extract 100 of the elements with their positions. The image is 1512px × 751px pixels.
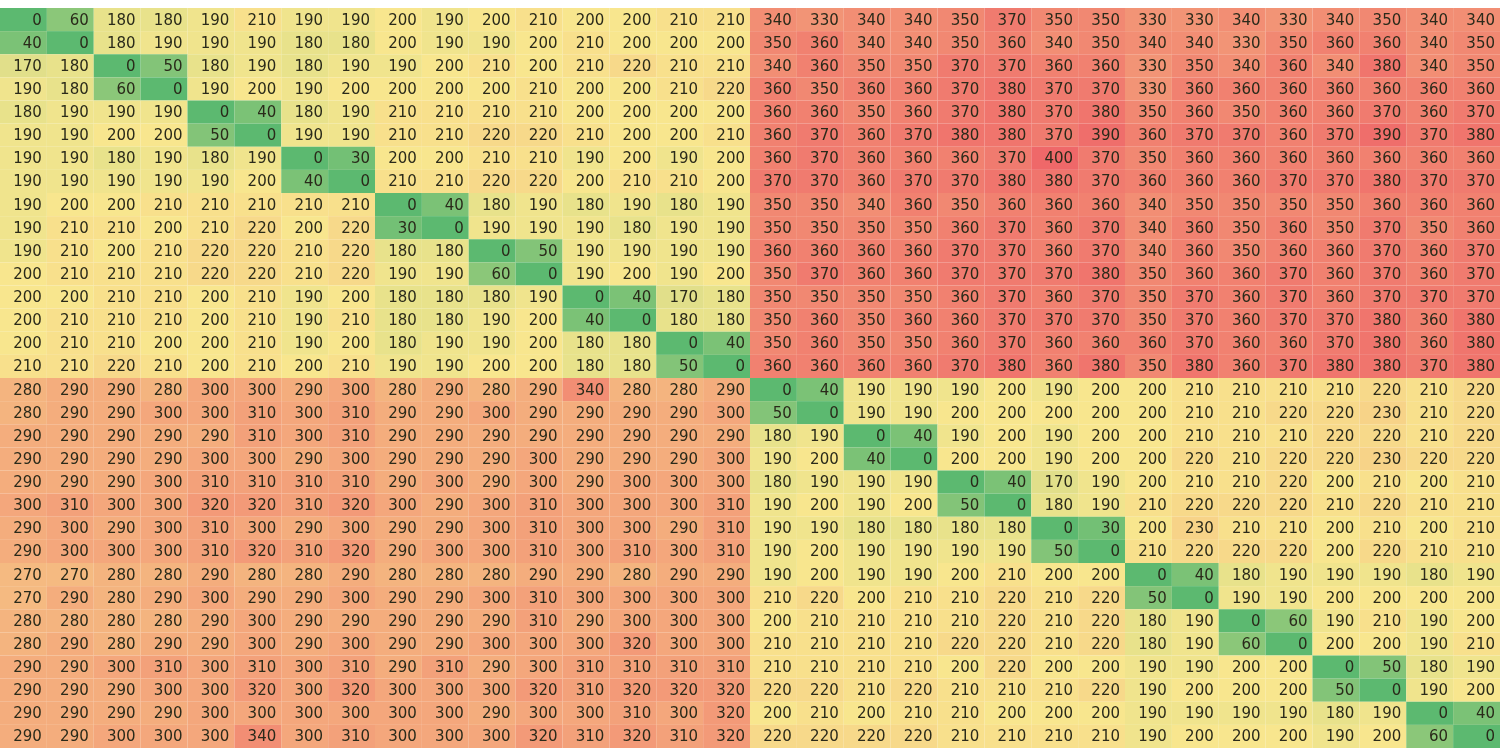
data-label: 190 — [1466, 565, 1495, 584]
data-label: 310 — [528, 588, 558, 607]
data-label: 360 — [903, 149, 933, 168]
data-label: 280 — [106, 634, 136, 653]
data-label: 310 — [716, 496, 745, 515]
data-label: 190 — [294, 10, 324, 29]
data-label: 290 — [60, 704, 89, 723]
data-label: 210 — [247, 357, 277, 376]
data-label: 200 — [1372, 634, 1402, 653]
data-label: 280 — [13, 380, 42, 399]
data-label: 200 — [575, 10, 605, 29]
data-label: 360 — [1466, 218, 1495, 237]
data-label: 360 — [1138, 126, 1167, 145]
data-label: 370 — [997, 218, 1027, 237]
data-label: 300 — [528, 634, 558, 653]
data-label: 290 — [13, 519, 42, 538]
data-label: 210 — [1185, 403, 1214, 422]
data-label: 50 — [679, 357, 699, 376]
data-label: 60 — [1288, 611, 1308, 630]
data-label: 300 — [200, 403, 230, 422]
data-label: 360 — [810, 334, 839, 353]
data-label: 360 — [903, 357, 933, 376]
data-label: 180 — [388, 334, 417, 353]
data-label: 210 — [388, 103, 417, 122]
data-label: 200 — [810, 449, 839, 468]
data-label: 290 — [622, 449, 652, 468]
data-label: 310 — [716, 519, 745, 538]
data-label: 320 — [341, 681, 370, 700]
data-label: 200 — [1231, 658, 1261, 677]
data-label: 200 — [1325, 473, 1355, 492]
data-label: 340 — [575, 380, 605, 399]
data-label: 200 — [622, 264, 652, 283]
data-label: 290 — [13, 449, 42, 468]
data-label: 300 — [669, 704, 699, 723]
data-label: 190 — [1138, 704, 1167, 723]
data-label: 210 — [341, 357, 370, 376]
data-label: 190 — [575, 218, 605, 237]
data-label: 310 — [575, 681, 605, 700]
data-label: 200 — [13, 264, 42, 283]
data-label: 200 — [1091, 449, 1120, 468]
data-label: 300 — [200, 658, 230, 677]
data-label: 330 — [1278, 10, 1308, 29]
data-label: 220 — [341, 218, 370, 237]
data-label: 200 — [153, 218, 183, 237]
data-label: 370 — [1466, 172, 1495, 191]
data-label: 220 — [1419, 449, 1449, 468]
data-label: 370 — [1372, 241, 1402, 260]
data-label: 320 — [247, 681, 277, 700]
data-label: 370 — [1419, 172, 1449, 191]
data-label: 290 — [13, 473, 42, 492]
data-label: 300 — [200, 449, 230, 468]
data-label: 190 — [856, 496, 886, 515]
data-label: 290 — [388, 426, 417, 445]
data-label: 200 — [997, 380, 1027, 399]
data-label: 200 — [1091, 704, 1120, 723]
data-label: 210 — [1231, 449, 1261, 468]
data-label: 380 — [950, 126, 980, 145]
data-label: 360 — [1372, 195, 1402, 214]
data-label: 290 — [575, 403, 605, 422]
data-label: 360 — [1372, 33, 1402, 52]
data-label: 210 — [810, 704, 839, 723]
data-label: 220 — [481, 172, 511, 191]
data-label: 200 — [106, 126, 136, 145]
data-label: 230 — [1372, 403, 1402, 422]
data-label: 180 — [294, 33, 324, 52]
data-label: 300 — [247, 634, 277, 653]
data-label: 0 — [735, 357, 745, 376]
data-label: 290 — [435, 611, 464, 630]
data-label: 220 — [997, 611, 1027, 630]
data-label: 180 — [341, 33, 370, 52]
data-label: 200 — [153, 126, 183, 145]
data-label: 180 — [1419, 565, 1449, 584]
data-label: 380 — [1091, 264, 1120, 283]
data-label: 200 — [669, 126, 699, 145]
data-label: 200 — [1044, 704, 1074, 723]
data-label: 300 — [60, 519, 89, 538]
data-label: 40 — [1475, 704, 1495, 723]
data-label: 300 — [575, 704, 605, 723]
data-label: 360 — [1138, 334, 1167, 353]
data-label: 210 — [903, 588, 933, 607]
data-label: 350 — [810, 288, 839, 307]
data-label: 200 — [1466, 611, 1495, 630]
data-label: 350 — [856, 334, 886, 353]
data-label: 360 — [1185, 79, 1214, 98]
data-label: 350 — [763, 288, 792, 307]
data-label: 200 — [716, 33, 745, 52]
data-label: 190 — [622, 195, 652, 214]
data-label: 290 — [388, 473, 417, 492]
data-label: 190 — [810, 519, 839, 538]
data-label: 190 — [1325, 727, 1355, 746]
data-label: 40 — [304, 172, 324, 191]
data-label: 290 — [60, 634, 89, 653]
data-label: 290 — [341, 565, 370, 584]
data-label: 290 — [388, 403, 417, 422]
data-label: 370 — [997, 288, 1027, 307]
data-label: 200 — [481, 79, 511, 98]
data-label: 340 — [1419, 33, 1449, 52]
data-label: 200 — [997, 704, 1027, 723]
data-label: 200 — [247, 79, 277, 98]
data-label: 350 — [763, 311, 792, 330]
